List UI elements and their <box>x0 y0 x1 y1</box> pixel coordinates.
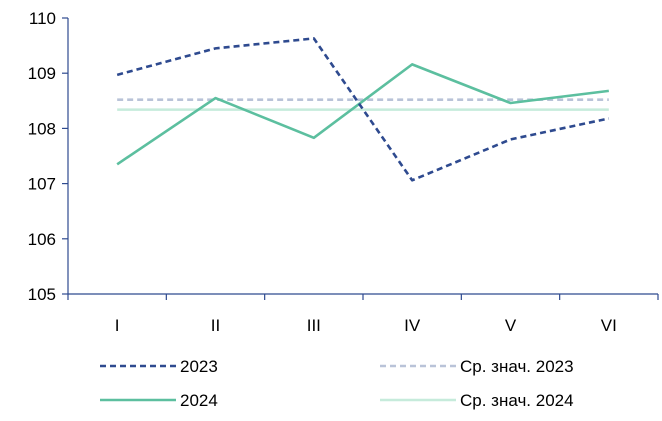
x-tick-label: I <box>115 316 120 335</box>
legend-item-ср-знач-2023: Ср. знач. 2023 <box>380 357 574 376</box>
legend-item-ср-знач-2024: Ср. знач. 2024 <box>380 391 574 410</box>
x-tick-label: V <box>505 316 517 335</box>
y-tick-label: 110 <box>29 9 56 28</box>
x-tick-label: VI <box>601 316 617 335</box>
legend: 2023 Ср. знач. 2023 2024 Ср. знач. 2024 <box>100 357 574 410</box>
legend-label: 2023 <box>180 357 218 376</box>
x-tick-label: IV <box>404 316 421 335</box>
x-tick-label: II <box>211 316 220 335</box>
y-tick-label: 107 <box>28 175 56 194</box>
series-layer <box>116 37 610 182</box>
y-tick-label: 106 <box>28 230 56 249</box>
legend-item-2024: 2024 <box>100 391 218 410</box>
y-tick-label: 108 <box>28 119 56 138</box>
legend-item-2023: 2023 <box>100 357 218 376</box>
series-line-2023 <box>116 37 610 182</box>
x-tick-label: III <box>307 316 321 335</box>
series-line-2024 <box>116 63 609 166</box>
y-tick-label: 105 <box>28 285 56 304</box>
legend-label: Ср. знач. 2024 <box>460 391 574 410</box>
legend-label: Ср. знач. 2023 <box>460 357 574 376</box>
legend-label: 2024 <box>180 391 218 410</box>
y-tick-label: 109 <box>28 64 56 83</box>
